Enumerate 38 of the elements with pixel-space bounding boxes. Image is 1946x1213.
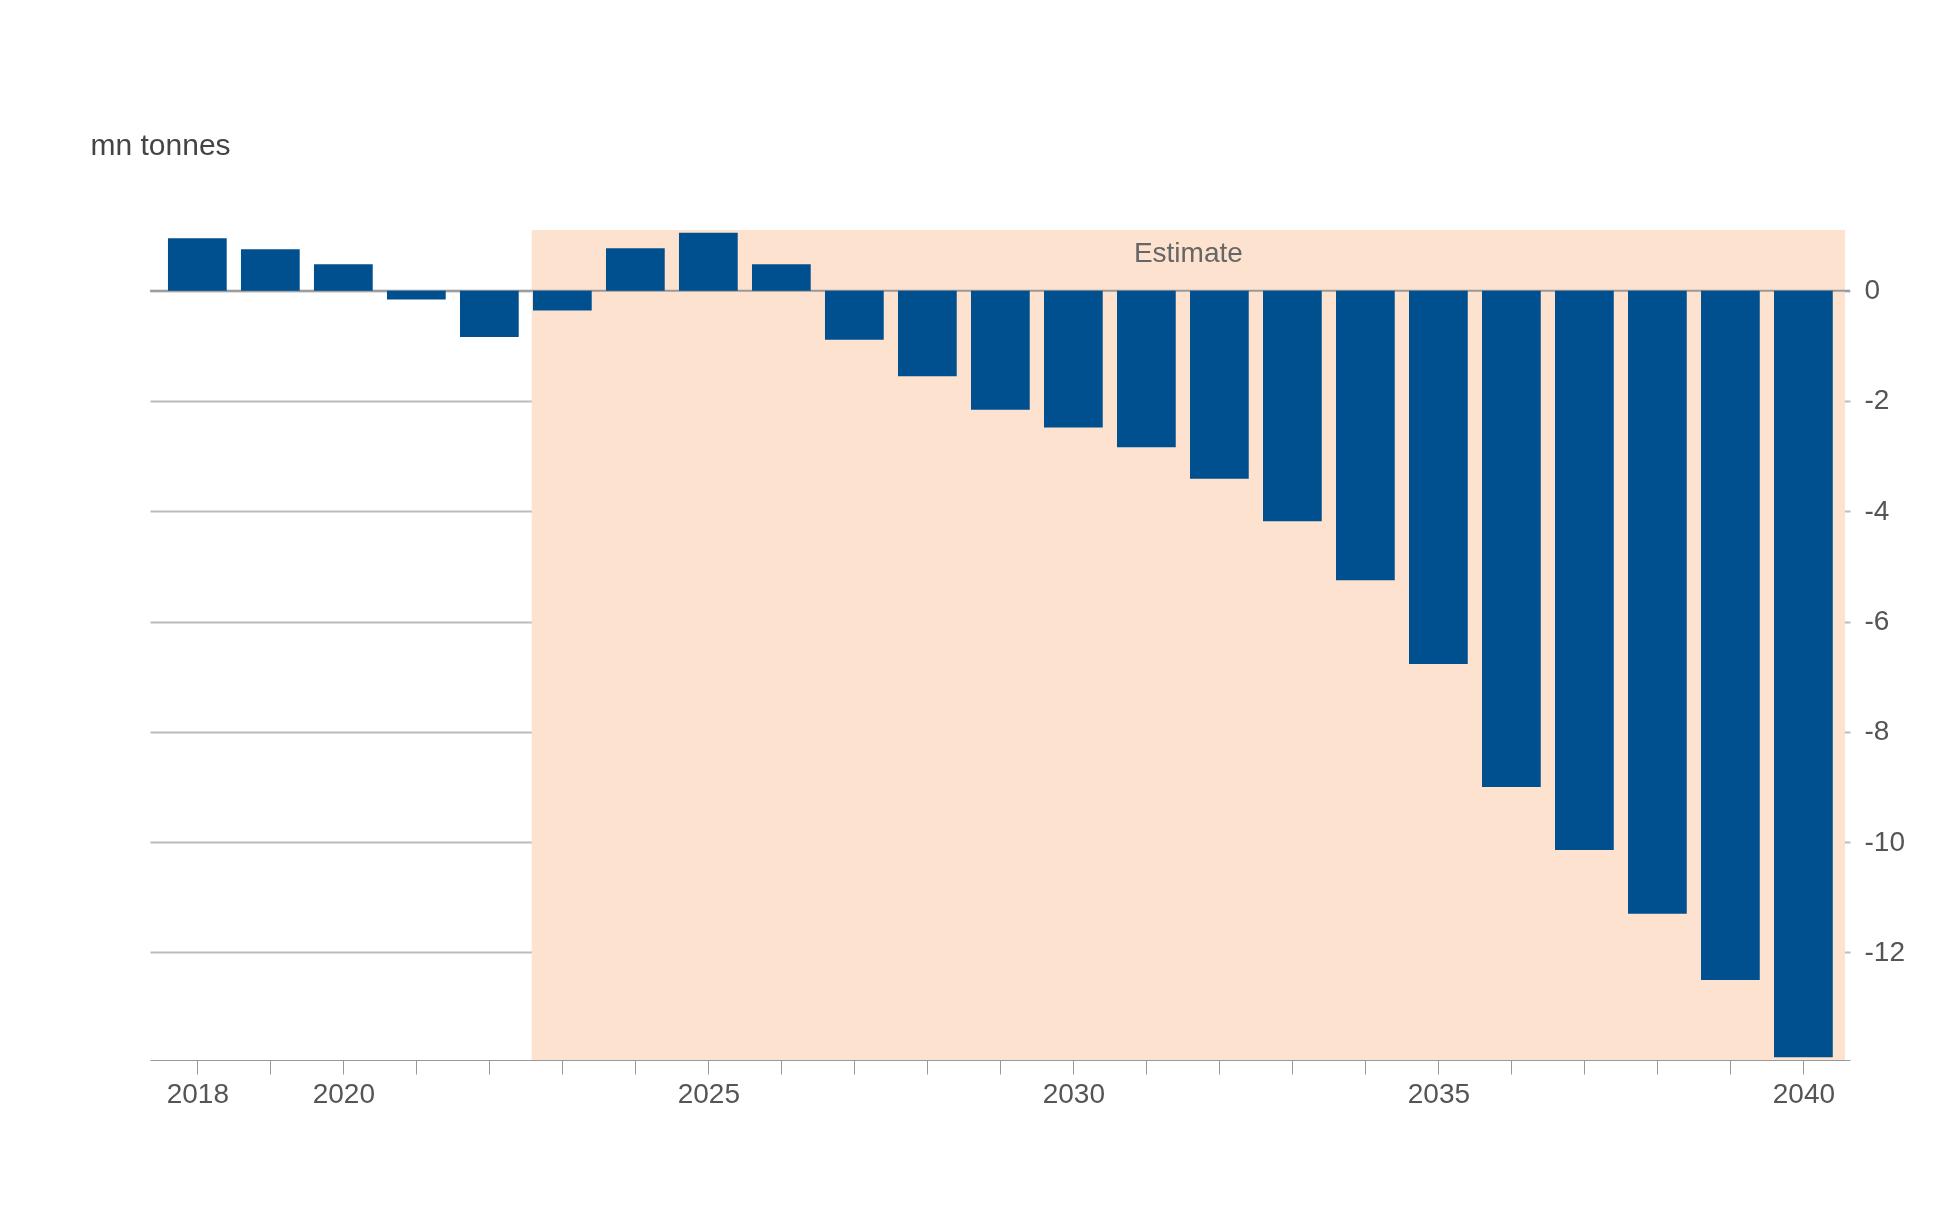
band-label: Estimate bbox=[1133, 237, 1243, 268]
y-axis-title: mn tonnes bbox=[90, 127, 231, 161]
y-tick-label: -10 bbox=[1864, 825, 1905, 857]
y-tick-label: -4 bbox=[1864, 494, 1890, 526]
x-tick-label: 2025 bbox=[677, 1077, 740, 1109]
bar bbox=[386, 290, 446, 300]
bar bbox=[1774, 290, 1833, 1058]
bar bbox=[1263, 290, 1322, 522]
bar bbox=[1043, 290, 1103, 428]
y-tick-label: -12 bbox=[1864, 935, 1905, 967]
bar bbox=[1628, 290, 1687, 914]
bar bbox=[824, 290, 884, 340]
bar bbox=[313, 264, 373, 291]
y-tick-label: -8 bbox=[1864, 715, 1890, 747]
y-tick-label: 0 bbox=[1864, 274, 1881, 306]
x-tick-label: 2035 bbox=[1407, 1077, 1471, 1109]
x-tick-label: 2020 bbox=[312, 1077, 375, 1109]
bar bbox=[1190, 290, 1249, 479]
x-tick-label: 2018 bbox=[166, 1077, 229, 1109]
x-tick-label: 2030 bbox=[1042, 1077, 1106, 1109]
bar bbox=[1336, 290, 1395, 581]
bar bbox=[532, 290, 592, 311]
bar bbox=[678, 232, 738, 291]
y-tick-label: -6 bbox=[1864, 605, 1890, 637]
bar bbox=[751, 264, 811, 291]
bar bbox=[459, 290, 519, 337]
y-tick-label: -2 bbox=[1864, 384, 1890, 416]
bar bbox=[970, 290, 1030, 410]
bar bbox=[167, 238, 227, 291]
bar bbox=[1555, 290, 1614, 850]
bar bbox=[897, 290, 957, 377]
bar bbox=[240, 249, 300, 291]
bar bbox=[1482, 290, 1541, 788]
bar bbox=[1409, 290, 1468, 665]
bar bbox=[1701, 290, 1760, 981]
x-tick-label: 2040 bbox=[1772, 1077, 1836, 1109]
bar bbox=[1117, 290, 1176, 448]
bar bbox=[605, 248, 665, 291]
